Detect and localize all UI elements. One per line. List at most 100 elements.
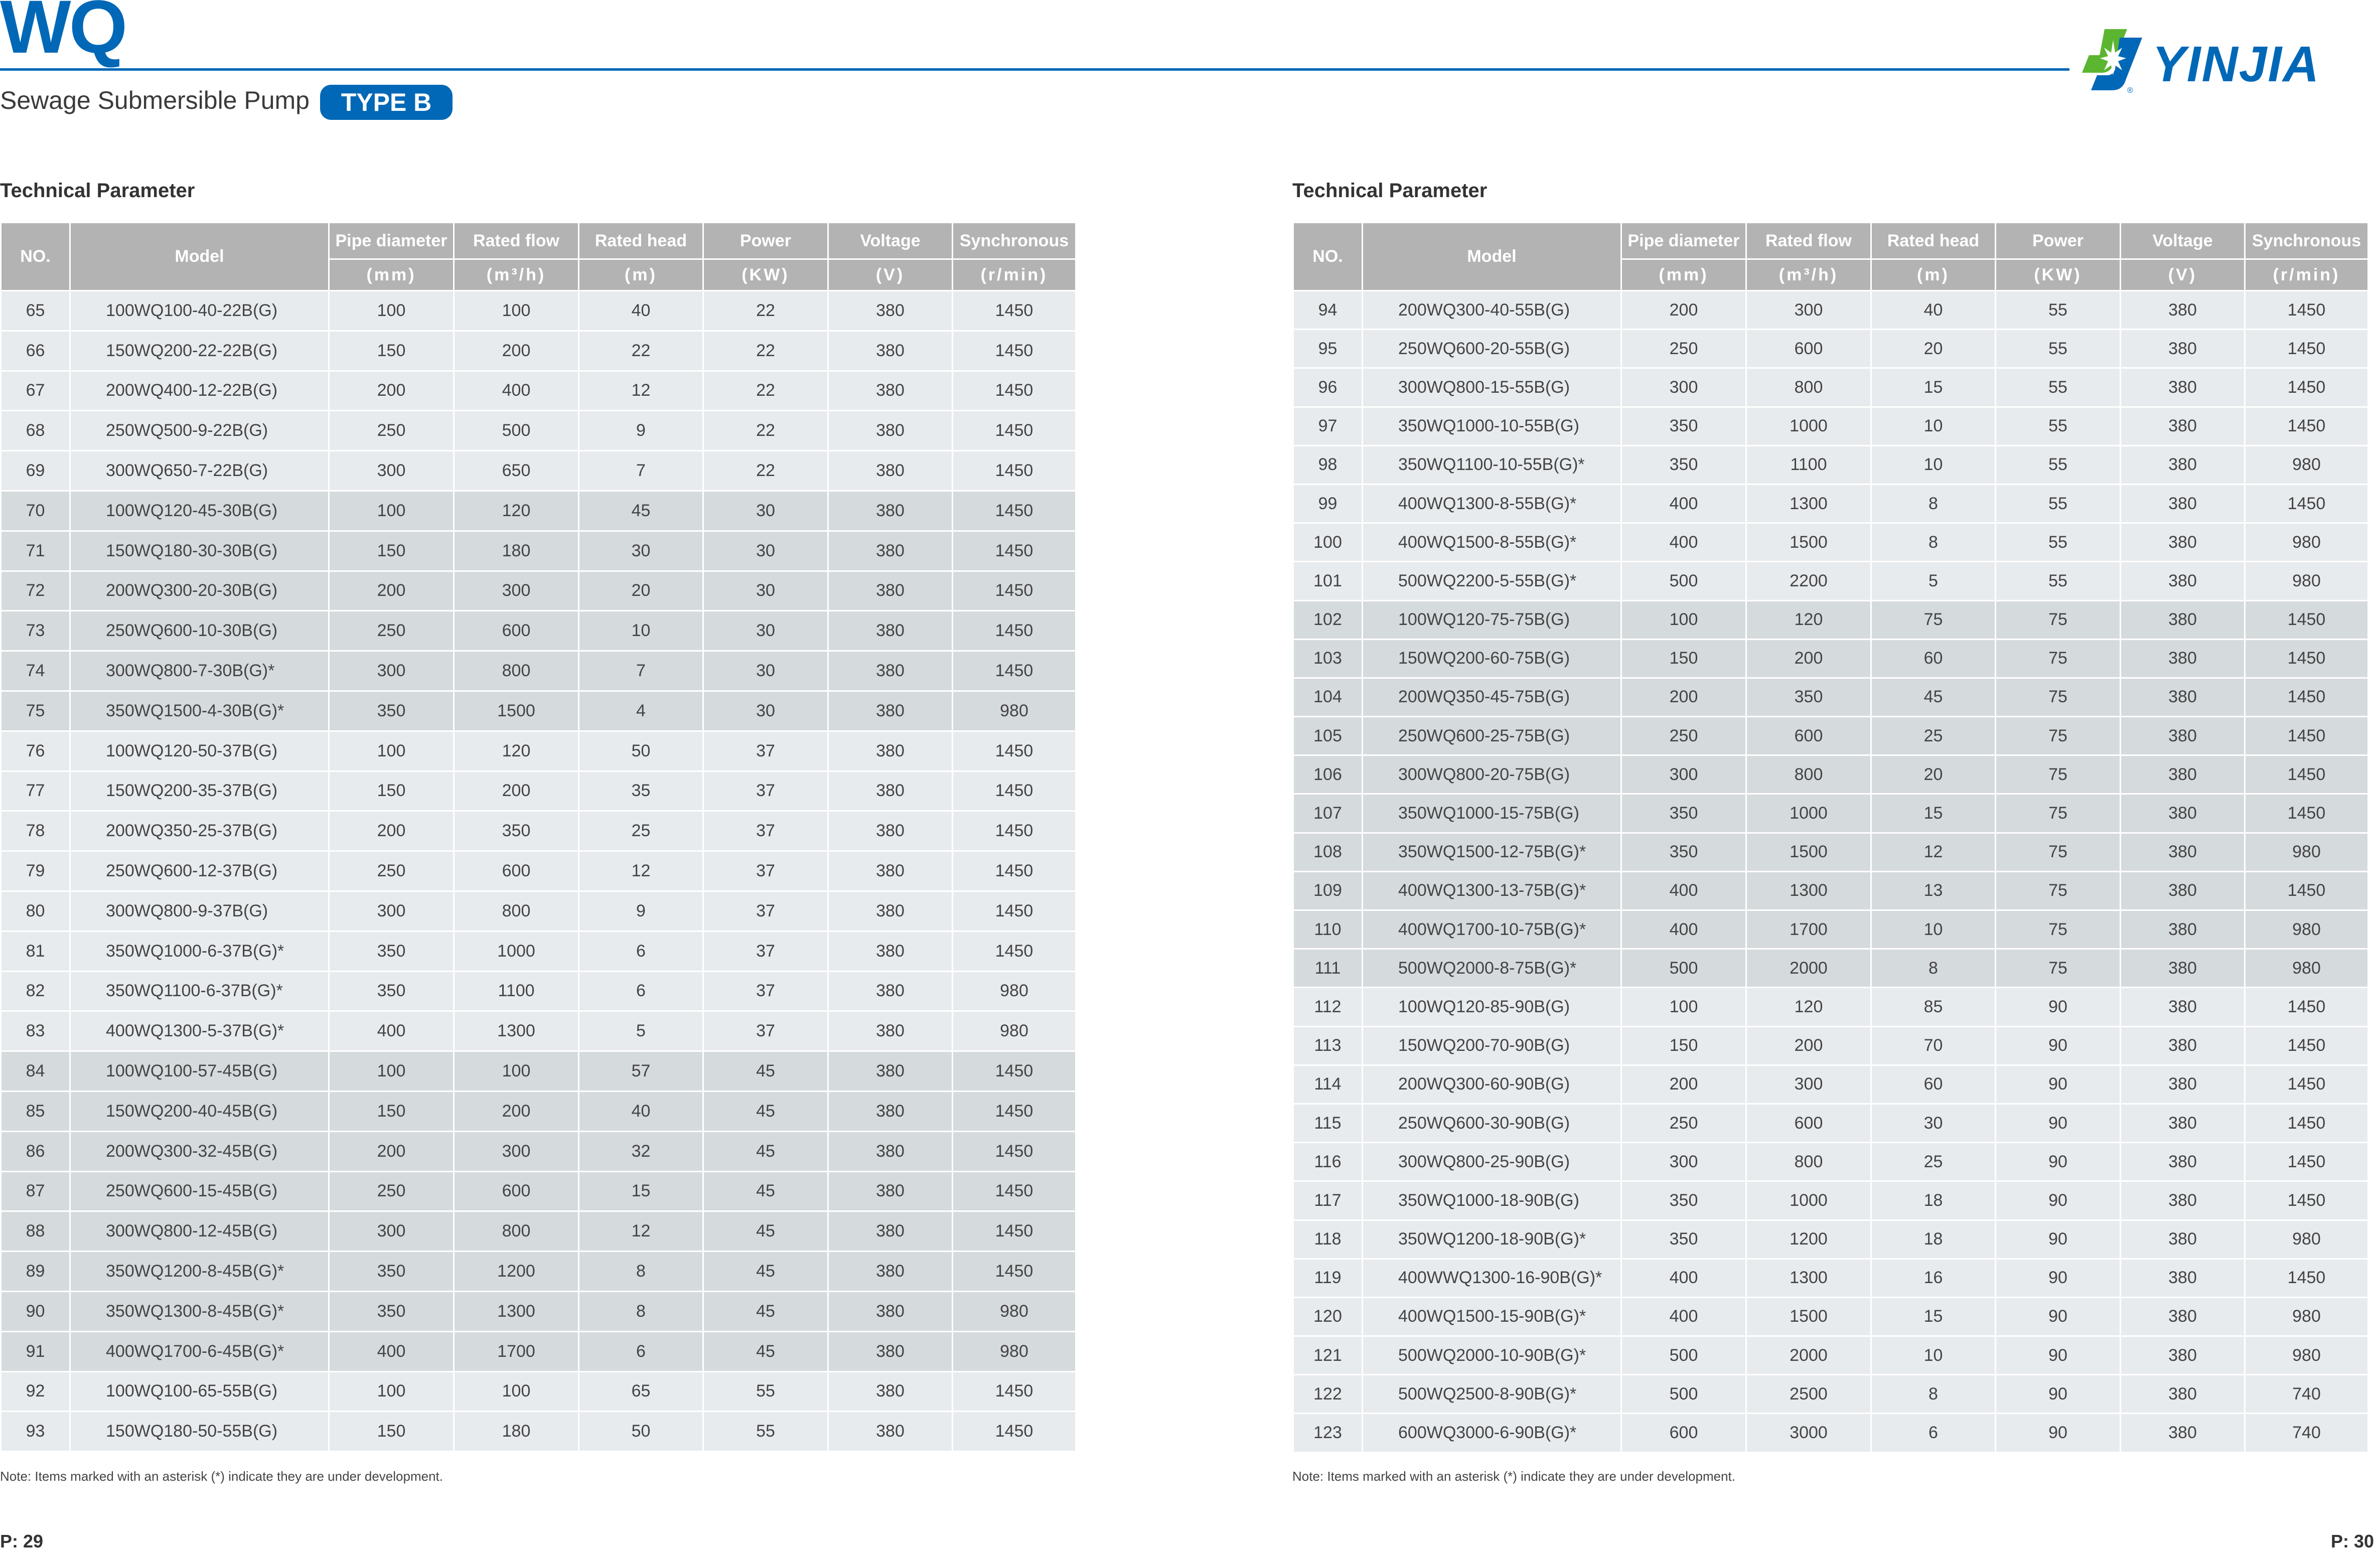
cell-flow: 200: [1745, 638, 1872, 679]
cell-model: 350WQ1100-6-37B(G)*: [69, 970, 330, 1012]
header-sync: Synchronous: [2244, 222, 2369, 260]
header-power: Power: [1995, 222, 2121, 260]
cell-pipe: 100: [328, 290, 455, 332]
cell-no: 94: [1292, 289, 1363, 331]
cell-flow: 600: [453, 610, 579, 652]
right-note: Note: Items marked with an asterisk (*) …: [1292, 1469, 1735, 1484]
cell-no: 85: [0, 1090, 71, 1132]
table-row: 100 400WQ1500-8-55B(G)* 400 1500 8 55 380 980: [1292, 522, 2369, 563]
cell-pipe: 150: [1620, 1025, 1747, 1066]
cell-flow: 650: [453, 450, 579, 492]
cell-flow: 100: [453, 290, 579, 332]
table-row: 107 350WQ1000-15-75B(G) 350 1000 15 75 380 1450: [1292, 793, 2369, 834]
cell-model: 400WQ1500-15-90B(G)*: [1362, 1296, 1622, 1337]
table-row: 73 250WQ600-10-30B(G) 250 600 10 30 380 1450: [0, 610, 1077, 652]
cell-voltage: 380: [2120, 716, 2246, 756]
cell-no: 103: [1292, 638, 1363, 679]
cell-sync: 1450: [952, 1370, 1077, 1413]
cell-head: 20: [1870, 754, 1996, 795]
table-row: 104 200WQ350-45-75B(G) 200 350 45 75 380 1450: [1292, 677, 2369, 718]
cell-power: 90: [1995, 1258, 2121, 1298]
table-row: 102 100WQ120-75-75B(G) 100 120 75 75 380 1450: [1292, 599, 2369, 640]
cell-head: 10: [1870, 1335, 1996, 1376]
cell-sync: 980: [2244, 832, 2369, 872]
cell-head: 4: [578, 690, 704, 732]
cell-no: 67: [0, 370, 71, 412]
cell-pipe: 300: [1620, 1142, 1747, 1182]
cell-no: 109: [1292, 870, 1363, 911]
cell-power: 45: [702, 1170, 829, 1212]
cell-head: 35: [578, 770, 704, 812]
cell-no: 122: [1292, 1374, 1363, 1415]
cell-flow: 800: [1745, 1142, 1872, 1182]
cell-head: 15: [578, 1170, 704, 1212]
cell-sync: 1450: [952, 890, 1077, 932]
cell-voltage: 380: [2120, 832, 2246, 872]
cell-no: 97: [1292, 406, 1363, 446]
table-row: 90 350WQ1300-8-45B(G)* 350 1300 8 45 380 980: [0, 1290, 1077, 1332]
table-row: 115 250WQ600-30-90B(G) 250 600 30 90 380 1450: [1292, 1103, 2369, 1144]
cell-sync: 980: [952, 1010, 1077, 1052]
cell-pipe: 100: [1620, 599, 1747, 640]
cell-pipe: 200: [1620, 1064, 1747, 1105]
table-row: 87 250WQ600-15-45B(G) 250 600 15 45 380 1450: [0, 1170, 1077, 1212]
cell-flow: 300: [453, 1130, 579, 1172]
cell-voltage: 380: [827, 890, 953, 932]
cell-model: 400WQ1700-10-75B(G)*: [1362, 909, 1622, 950]
cell-power: 37: [702, 810, 829, 852]
cell-power: 37: [702, 930, 829, 972]
cell-power: 45: [702, 1050, 829, 1092]
cell-pipe: 200: [1620, 289, 1747, 331]
cell-no: 108: [1292, 832, 1363, 872]
cell-power: 45: [702, 1130, 829, 1172]
cell-pipe: 400: [1620, 1258, 1747, 1298]
table-row: 91 400WQ1700-6-45B(G)* 400 1700 6 45 380 980: [0, 1330, 1077, 1372]
cell-flow: 1100: [453, 970, 579, 1012]
cell-pipe: 400: [328, 1010, 455, 1052]
header-no: NO.: [1292, 222, 1363, 291]
cell-power: 90: [1995, 987, 2121, 1027]
cell-sync: 1450: [2244, 1025, 2369, 1066]
cell-no: 87: [0, 1170, 71, 1212]
cell-flow: 200: [1745, 1025, 1872, 1066]
cell-model: 150WQ200-40-45B(G): [69, 1090, 330, 1132]
cell-voltage: 380: [827, 1090, 953, 1132]
cell-power: 22: [702, 330, 829, 372]
cell-power: 45: [702, 1210, 829, 1253]
cell-model: 150WQ200-22-22B(G): [69, 330, 330, 372]
cell-voltage: 380: [2120, 638, 2246, 679]
cell-power: 75: [1995, 638, 2121, 679]
cell-sync: 1450: [952, 1090, 1077, 1132]
cell-flow: 600: [1745, 1103, 1872, 1144]
cell-voltage: 380: [2120, 1180, 2246, 1221]
cell-no: 107: [1292, 793, 1363, 834]
table-row: 78 200WQ350-25-37B(G) 200 350 25 37 380 1450: [0, 810, 1077, 852]
cell-no: 71: [0, 530, 71, 572]
cell-voltage: 380: [827, 850, 953, 892]
cell-flow: 1300: [1745, 870, 1872, 911]
header-voltage: Voltage: [2120, 222, 2246, 260]
cell-head: 6: [578, 1330, 704, 1372]
cell-power: 45: [702, 1330, 829, 1372]
cell-head: 30: [1870, 1103, 1996, 1144]
cell-pipe: 250: [328, 1170, 455, 1212]
cell-model: 500WQ2500-8-90B(G)*: [1362, 1374, 1622, 1415]
cell-sync: 1450: [2244, 1180, 2369, 1221]
table-row: 92 100WQ100-65-55B(G) 100 100 65 55 380 1450: [0, 1370, 1077, 1413]
cell-head: 6: [578, 970, 704, 1012]
cell-flow: 200: [453, 330, 579, 372]
cell-head: 50: [578, 730, 704, 772]
cell-head: 6: [1870, 1413, 1996, 1453]
cell-power: 75: [1995, 754, 2121, 795]
cell-pipe: 100: [328, 730, 455, 772]
cell-model: 100WQ100-57-45B(G): [69, 1050, 330, 1092]
cell-flow: 120: [1745, 599, 1872, 640]
cell-flow: 200: [453, 1090, 579, 1132]
cell-sync: 1450: [952, 610, 1077, 652]
cell-model: 300WQ800-20-75B(G): [1362, 754, 1622, 795]
cell-power: 75: [1995, 599, 2121, 640]
cell-flow: 600: [453, 1170, 579, 1212]
table-row: 113 150WQ200-70-90B(G) 150 200 70 90 380 1450: [1292, 1025, 2369, 1066]
cell-head: 5: [1870, 561, 1996, 601]
cell-head: 40: [578, 290, 704, 332]
